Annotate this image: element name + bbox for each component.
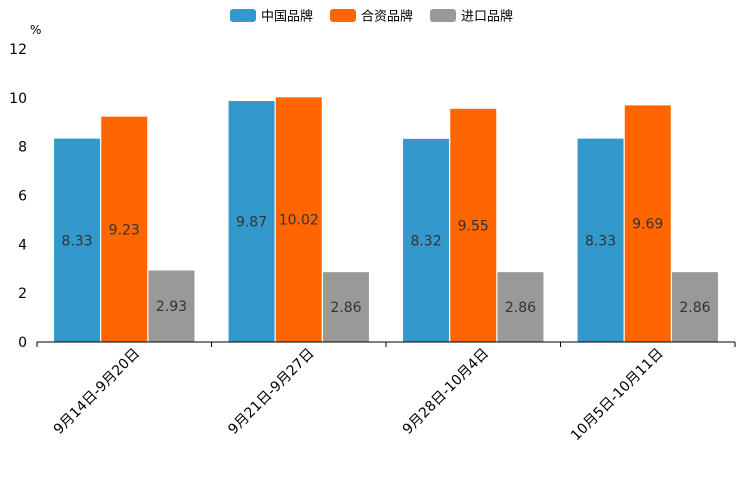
bar <box>275 97 322 342</box>
y-tick-label: 0 <box>18 335 27 351</box>
x-tick-label: 9月28日-10月4日 <box>400 346 492 438</box>
bar <box>148 270 195 342</box>
y-unit-label: % <box>30 23 41 37</box>
x-tick-label: 9月21日-9月27日 <box>225 346 317 438</box>
bar <box>624 105 671 342</box>
data-label: 8.33 <box>585 233 616 249</box>
y-tick-label: 10 <box>9 91 27 107</box>
bar <box>403 138 450 342</box>
legend-swatch <box>430 9 456 22</box>
bar <box>497 272 544 342</box>
bar <box>54 138 101 342</box>
data-label: 2.86 <box>330 300 361 316</box>
y-tick-label: 6 <box>18 189 27 205</box>
bar <box>577 138 624 342</box>
data-label: 10.02 <box>279 213 319 229</box>
data-label: 9.55 <box>458 218 489 234</box>
y-tick-label: 8 <box>18 140 27 156</box>
y-tick-label: 2 <box>18 286 27 302</box>
data-label: 8.33 <box>61 233 92 249</box>
bar <box>228 101 275 342</box>
y-tick-label: 12 <box>9 42 27 58</box>
legend-label: 中国品牌 <box>261 9 313 25</box>
bar <box>322 272 369 342</box>
data-label: 9.87 <box>236 215 267 231</box>
legend: 中国品牌 合资品牌 进口品牌 <box>230 9 513 25</box>
legend-swatch <box>330 9 356 22</box>
legend-label: 合资品牌 <box>361 9 413 25</box>
data-label: 9.69 <box>632 217 663 233</box>
data-label: 2.86 <box>679 300 710 316</box>
legend-swatch <box>230 9 256 22</box>
x-tick-label: 9月14日-9月20日 <box>51 346 143 438</box>
bar <box>671 272 718 342</box>
legend-label: 进口品牌 <box>461 9 513 25</box>
y-tick-label: 4 <box>18 237 27 253</box>
y-axis: 0 2 4 6 8 10 12 <box>9 42 27 351</box>
bars: 8.33 9.23 2.93 9.87 10.02 2.86 8.32 9.55 2.86 8.3… <box>54 97 718 343</box>
data-label: 2.93 <box>156 299 187 315</box>
x-tick-label: 10月5日-10月11日 <box>568 346 667 445</box>
bar <box>450 108 497 342</box>
bar <box>101 116 148 343</box>
x-axis: 9月14日-9月20日 9月21日-9月27日 9月28日-10月4日 10月5日-1… <box>36 341 736 445</box>
data-label: 9.23 <box>109 222 140 238</box>
data-label: 2.86 <box>505 300 536 316</box>
data-label: 8.32 <box>410 233 441 249</box>
